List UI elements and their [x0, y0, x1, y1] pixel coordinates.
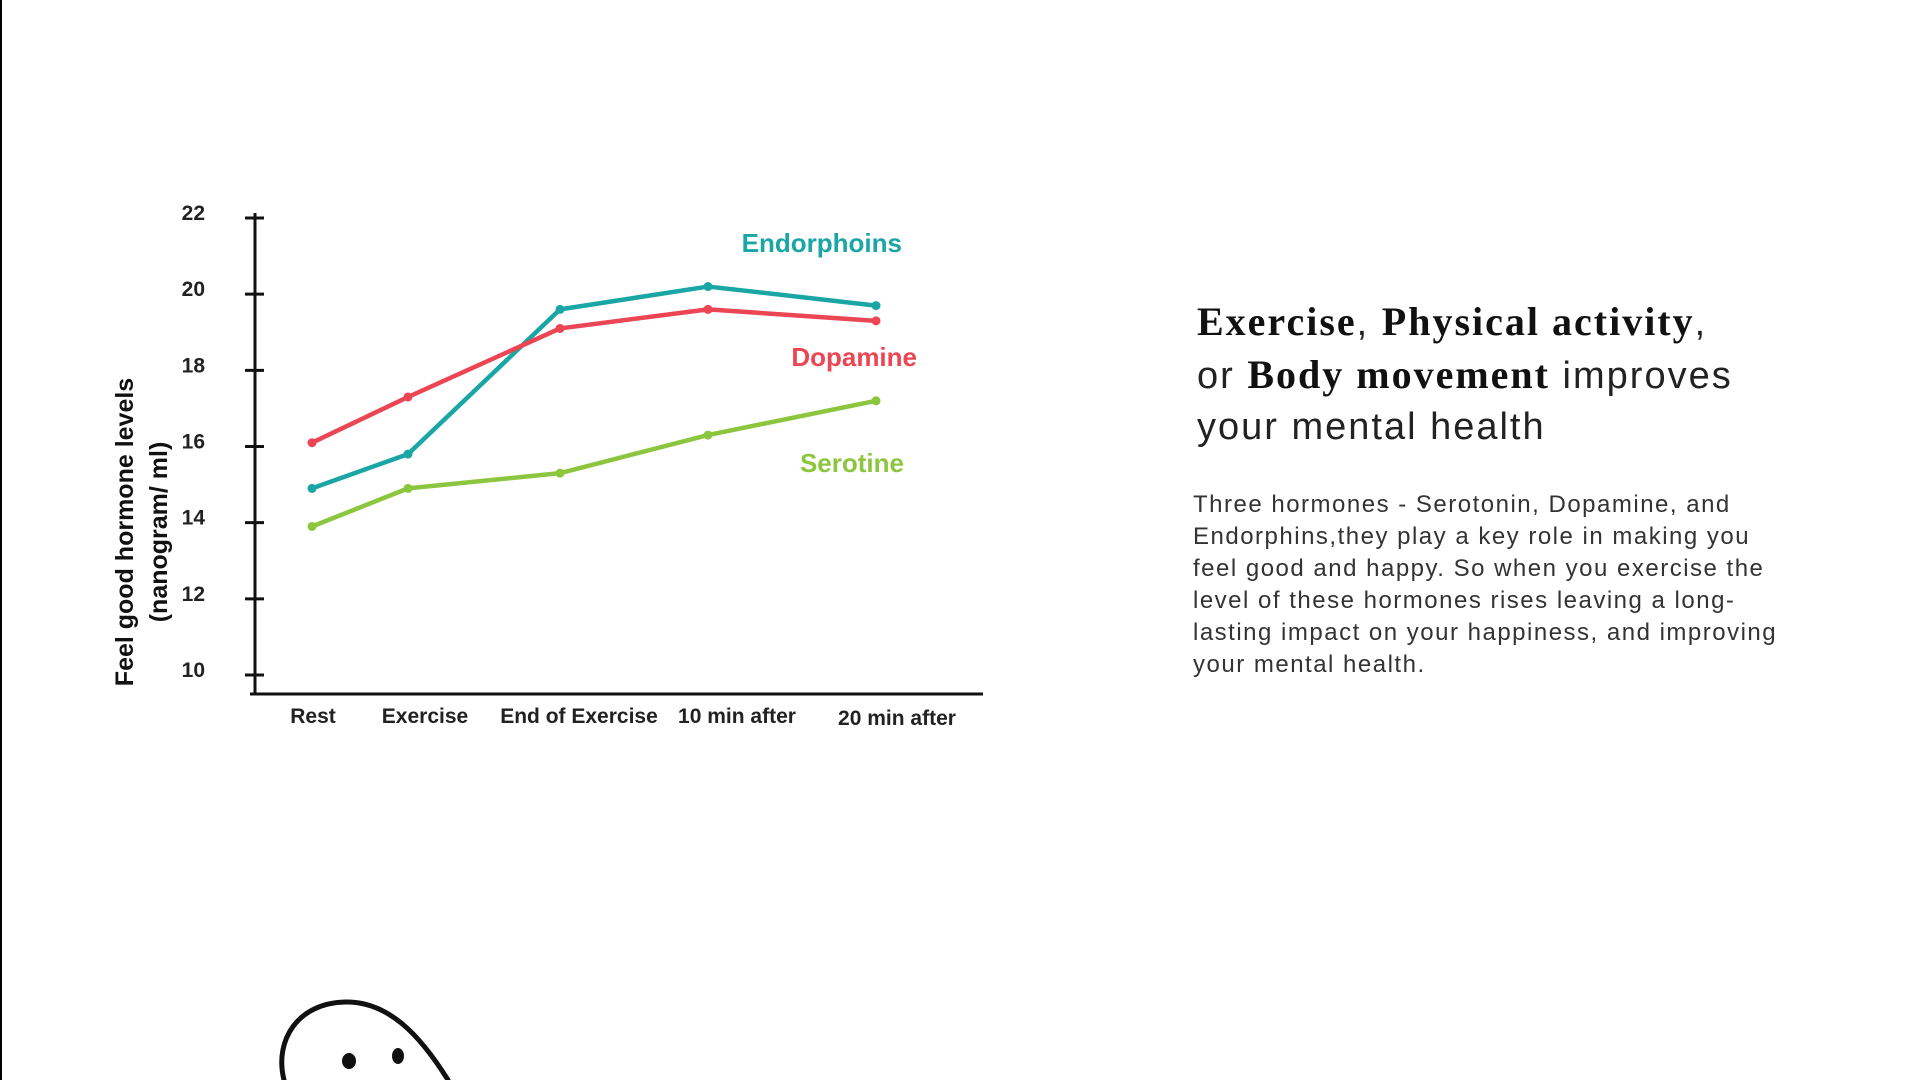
headline-body-movement: Body movement [1247, 352, 1550, 397]
y-tick-label: 16 [182, 431, 205, 454]
x-tick-label: 10 min after [678, 705, 796, 728]
y-ticks: 10 12 14 16 18 20 22 [182, 202, 264, 682]
x-tick-label: Exercise [382, 705, 468, 728]
data-point [307, 483, 317, 493]
series-line-serotine [309, 398, 879, 529]
line-chart: 10 12 14 16 18 20 22 Rest Exercise End of Exerci… [111, 202, 983, 730]
headline-exercise: Exercise [1197, 299, 1357, 344]
headline-sep2: , [1694, 302, 1708, 344]
y-tick-label: 12 [182, 583, 205, 606]
doodle-left-eye [342, 1053, 356, 1069]
x-tick-label: End of Exercise [500, 705, 658, 728]
data-point [403, 392, 413, 402]
left-border [0, 0, 2, 1080]
data-point [703, 304, 713, 314]
y-tick-label: 18 [182, 354, 206, 377]
y-tick-label: 20 [182, 278, 205, 301]
doodle-right-eye [392, 1048, 404, 1064]
data-point [555, 323, 565, 333]
data-point [703, 282, 713, 292]
y-tick-label: 22 [182, 202, 205, 225]
data-point [871, 396, 881, 406]
x-ticks: Rest Exercise End of Exercise 10 min after 2… [290, 705, 956, 730]
series-label-serotine: Serotine [800, 448, 904, 478]
headline-physical-activity: Physical activity [1381, 299, 1695, 344]
data-point [871, 316, 881, 326]
character-doodle [279, 999, 451, 1080]
x-tick-label: Rest [290, 705, 336, 728]
x-tick-label: 20 min after [838, 707, 956, 730]
series-group: Endorphoins Dopamine Serotine [307, 228, 917, 531]
y-axis-title: Feel good hormone levels [111, 378, 139, 686]
headline-or: or [1197, 355, 1248, 397]
headline-mental-health: your mental health [1197, 406, 1546, 448]
data-point [307, 438, 317, 448]
data-point [555, 304, 565, 314]
data-point [403, 449, 413, 459]
description-paragraph: Three hormones - Serotonin, Dopamine, an… [1193, 491, 1778, 678]
headline-sep1: , [1356, 302, 1382, 344]
y-tick-label: 10 [182, 659, 205, 682]
series-line-dopamine [309, 307, 879, 445]
doodle-outline [279, 999, 451, 1080]
data-point [555, 468, 565, 478]
y-tick-label: 14 [182, 507, 206, 530]
data-point [307, 521, 317, 531]
data-point [703, 430, 713, 440]
headline-improves: improves [1550, 355, 1733, 397]
series-label-endorphoins: Endorphoins [742, 228, 902, 258]
data-point [403, 483, 413, 493]
series-label-dopamine: Dopamine [791, 342, 917, 372]
data-point [871, 301, 881, 311]
headline: Exercise, Physical activity, or Body move… [1197, 296, 1897, 453]
y-axis-unit: (nanogram/ ml) [145, 442, 173, 623]
